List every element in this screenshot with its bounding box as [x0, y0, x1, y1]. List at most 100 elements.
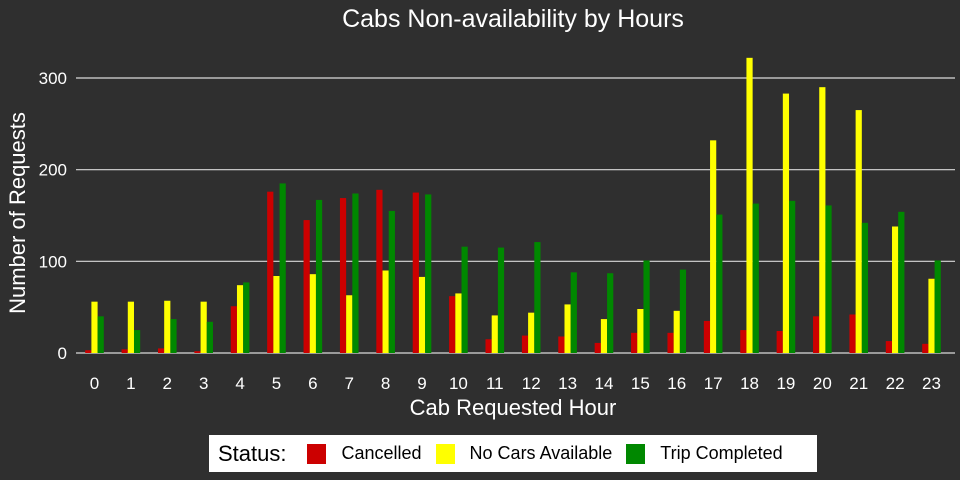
- bar-cancelled-hour-13: [558, 336, 565, 353]
- x-tick-label: 18: [740, 374, 759, 393]
- bar-trip-completed-hour-2: [170, 319, 177, 353]
- x-tick-label: 13: [558, 374, 577, 393]
- bar-trip-completed-hour-18: [752, 203, 759, 353]
- bar-trip-completed-hour-10: [461, 246, 468, 353]
- bar-trip-completed-hour-8: [388, 210, 395, 353]
- y-axis-ticks: 0 100 200 300: [39, 69, 67, 363]
- bar-trip-completed-hour-23: [934, 260, 941, 353]
- legend: Status: Cancelled No Cars Available Trip…: [209, 435, 817, 472]
- bar-trip-completed-hour-7: [352, 193, 359, 353]
- bar-no-cars-available-hour-17: [710, 140, 717, 353]
- legend-swatch-cancelled: [307, 443, 327, 464]
- x-tick-label: 10: [449, 374, 468, 393]
- bar-cancelled-hour-16: [667, 332, 674, 353]
- legend-swatch-no-cars-available: [435, 443, 455, 464]
- bar-cancelled-hour-14: [594, 342, 601, 353]
- legend-label-cancelled: Cancelled: [341, 443, 422, 463]
- bar-trip-completed-hour-4: [243, 282, 250, 353]
- bar-no-cars-available-hour-16: [673, 310, 680, 353]
- bar-no-cars-available-hour-13: [564, 304, 571, 353]
- bar-trip-completed-hour-21: [861, 222, 869, 353]
- bar-no-cars-available-hour-15: [637, 309, 644, 353]
- bar-no-cars-available-hour-22: [892, 226, 899, 353]
- bars: [85, 57, 941, 354]
- x-tick-label: 19: [776, 374, 795, 393]
- y-axis-label: Number of Requests: [5, 112, 30, 314]
- bar-no-cars-available-hour-12: [528, 312, 535, 353]
- bar-trip-completed-hour-6: [315, 199, 323, 353]
- legend-title: Status:: [218, 440, 287, 466]
- bar-cancelled-hour-19: [776, 331, 783, 353]
- bar-cancelled-hour-0: [85, 350, 92, 353]
- x-axis-label: Cab Requested Hour: [410, 395, 617, 420]
- bar-cancelled-hour-10: [449, 296, 456, 353]
- y-tick-label: 100: [39, 252, 67, 271]
- legend-label-trip-completed: Trip Completed: [660, 443, 783, 463]
- bar-cancelled-hour-5: [267, 191, 274, 353]
- bar-trip-completed-hour-9: [425, 194, 432, 353]
- bar-trip-completed-hour-13: [570, 272, 577, 353]
- bar-no-cars-available-hour-2: [164, 300, 171, 353]
- bar-no-cars-available-hour-8: [382, 270, 389, 353]
- x-tick-label: 23: [922, 374, 941, 393]
- bar-trip-completed-hour-11: [497, 247, 505, 353]
- x-tick-label: 4: [235, 374, 244, 393]
- bar-trip-completed-hour-17: [716, 214, 723, 353]
- bar-cancelled-hour-21: [849, 314, 856, 353]
- x-tick-label: 6: [308, 374, 317, 393]
- bar-no-cars-available-hour-10: [455, 293, 462, 353]
- legend-label-no-cars-available: No Cars Available: [469, 443, 613, 463]
- y-tick-label: 200: [39, 161, 67, 180]
- bar-trip-completed-hour-19: [789, 200, 796, 353]
- bar-cancelled-hour-20: [813, 316, 820, 353]
- bar-trip-completed-hour-20: [825, 205, 832, 353]
- y-tick-label: 300: [39, 69, 67, 88]
- bar-no-cars-available-hour-3: [200, 301, 207, 353]
- x-tick-label: 14: [595, 374, 614, 393]
- bar-trip-completed-hour-0: [97, 316, 104, 353]
- bar-cancelled-hour-1: [121, 349, 128, 353]
- legend-item-cancelled: Cancelled: [307, 443, 422, 464]
- x-tick-label: 2: [163, 374, 172, 393]
- bar-trip-completed-hour-12: [534, 242, 541, 353]
- x-tick-label: 17: [704, 374, 723, 393]
- bar-cancelled-hour-4: [230, 306, 237, 353]
- bar-no-cars-available-hour-7: [346, 295, 353, 353]
- x-tick-label: 8: [381, 374, 390, 393]
- x-tick-label: 3: [199, 374, 208, 393]
- x-tick-label: 16: [667, 374, 686, 393]
- bar-cancelled-hour-18: [740, 330, 747, 353]
- bar-cancelled-hour-2: [157, 348, 165, 353]
- legend-swatch-trip-completed: [626, 443, 646, 464]
- legend-item-no-cars-available: No Cars Available: [435, 443, 613, 464]
- bar-cancelled-hour-3: [194, 351, 201, 353]
- bar-cancelled-hour-23: [922, 343, 929, 353]
- bar-no-cars-available-hour-19: [782, 93, 790, 353]
- bar-cancelled-hour-6: [303, 220, 310, 353]
- chart-title: Cabs Non-availability by Hours: [342, 5, 684, 33]
- bar-cancelled-hour-7: [339, 198, 347, 353]
- x-tick-label: 0: [90, 374, 99, 393]
- legend-item-trip-completed: Trip Completed: [626, 443, 783, 464]
- bar-trip-completed-hour-1: [133, 330, 141, 353]
- bar-cancelled-hour-15: [631, 332, 638, 353]
- x-tick-label: 7: [345, 374, 354, 393]
- bar-trip-completed-hour-5: [279, 183, 286, 353]
- bar-no-cars-available-hour-14: [600, 319, 608, 353]
- gridlines: [76, 77, 955, 354]
- bar-cancelled-hour-22: [885, 341, 893, 353]
- bar-cancelled-hour-17: [703, 320, 711, 353]
- bar-no-cars-available-hour-23: [928, 278, 935, 353]
- y-tick-label: 0: [58, 344, 67, 363]
- bar-cancelled-hour-12: [521, 335, 529, 353]
- bar-no-cars-available-hour-20: [819, 87, 826, 354]
- x-tick-label: 22: [886, 374, 905, 393]
- x-tick-label: 12: [522, 374, 541, 393]
- x-tick-label: 11: [486, 374, 504, 393]
- bar-no-cars-available-hour-5: [273, 276, 280, 353]
- x-axis-ticks: 0 1 2 3 4 5 6 7 8 9 10 11 12 13 14 15 16 17 18 19 20 21 22 23: [90, 374, 941, 393]
- bar-trip-completed-hour-15: [643, 260, 650, 353]
- bar-no-cars-available-hour-11: [491, 315, 498, 353]
